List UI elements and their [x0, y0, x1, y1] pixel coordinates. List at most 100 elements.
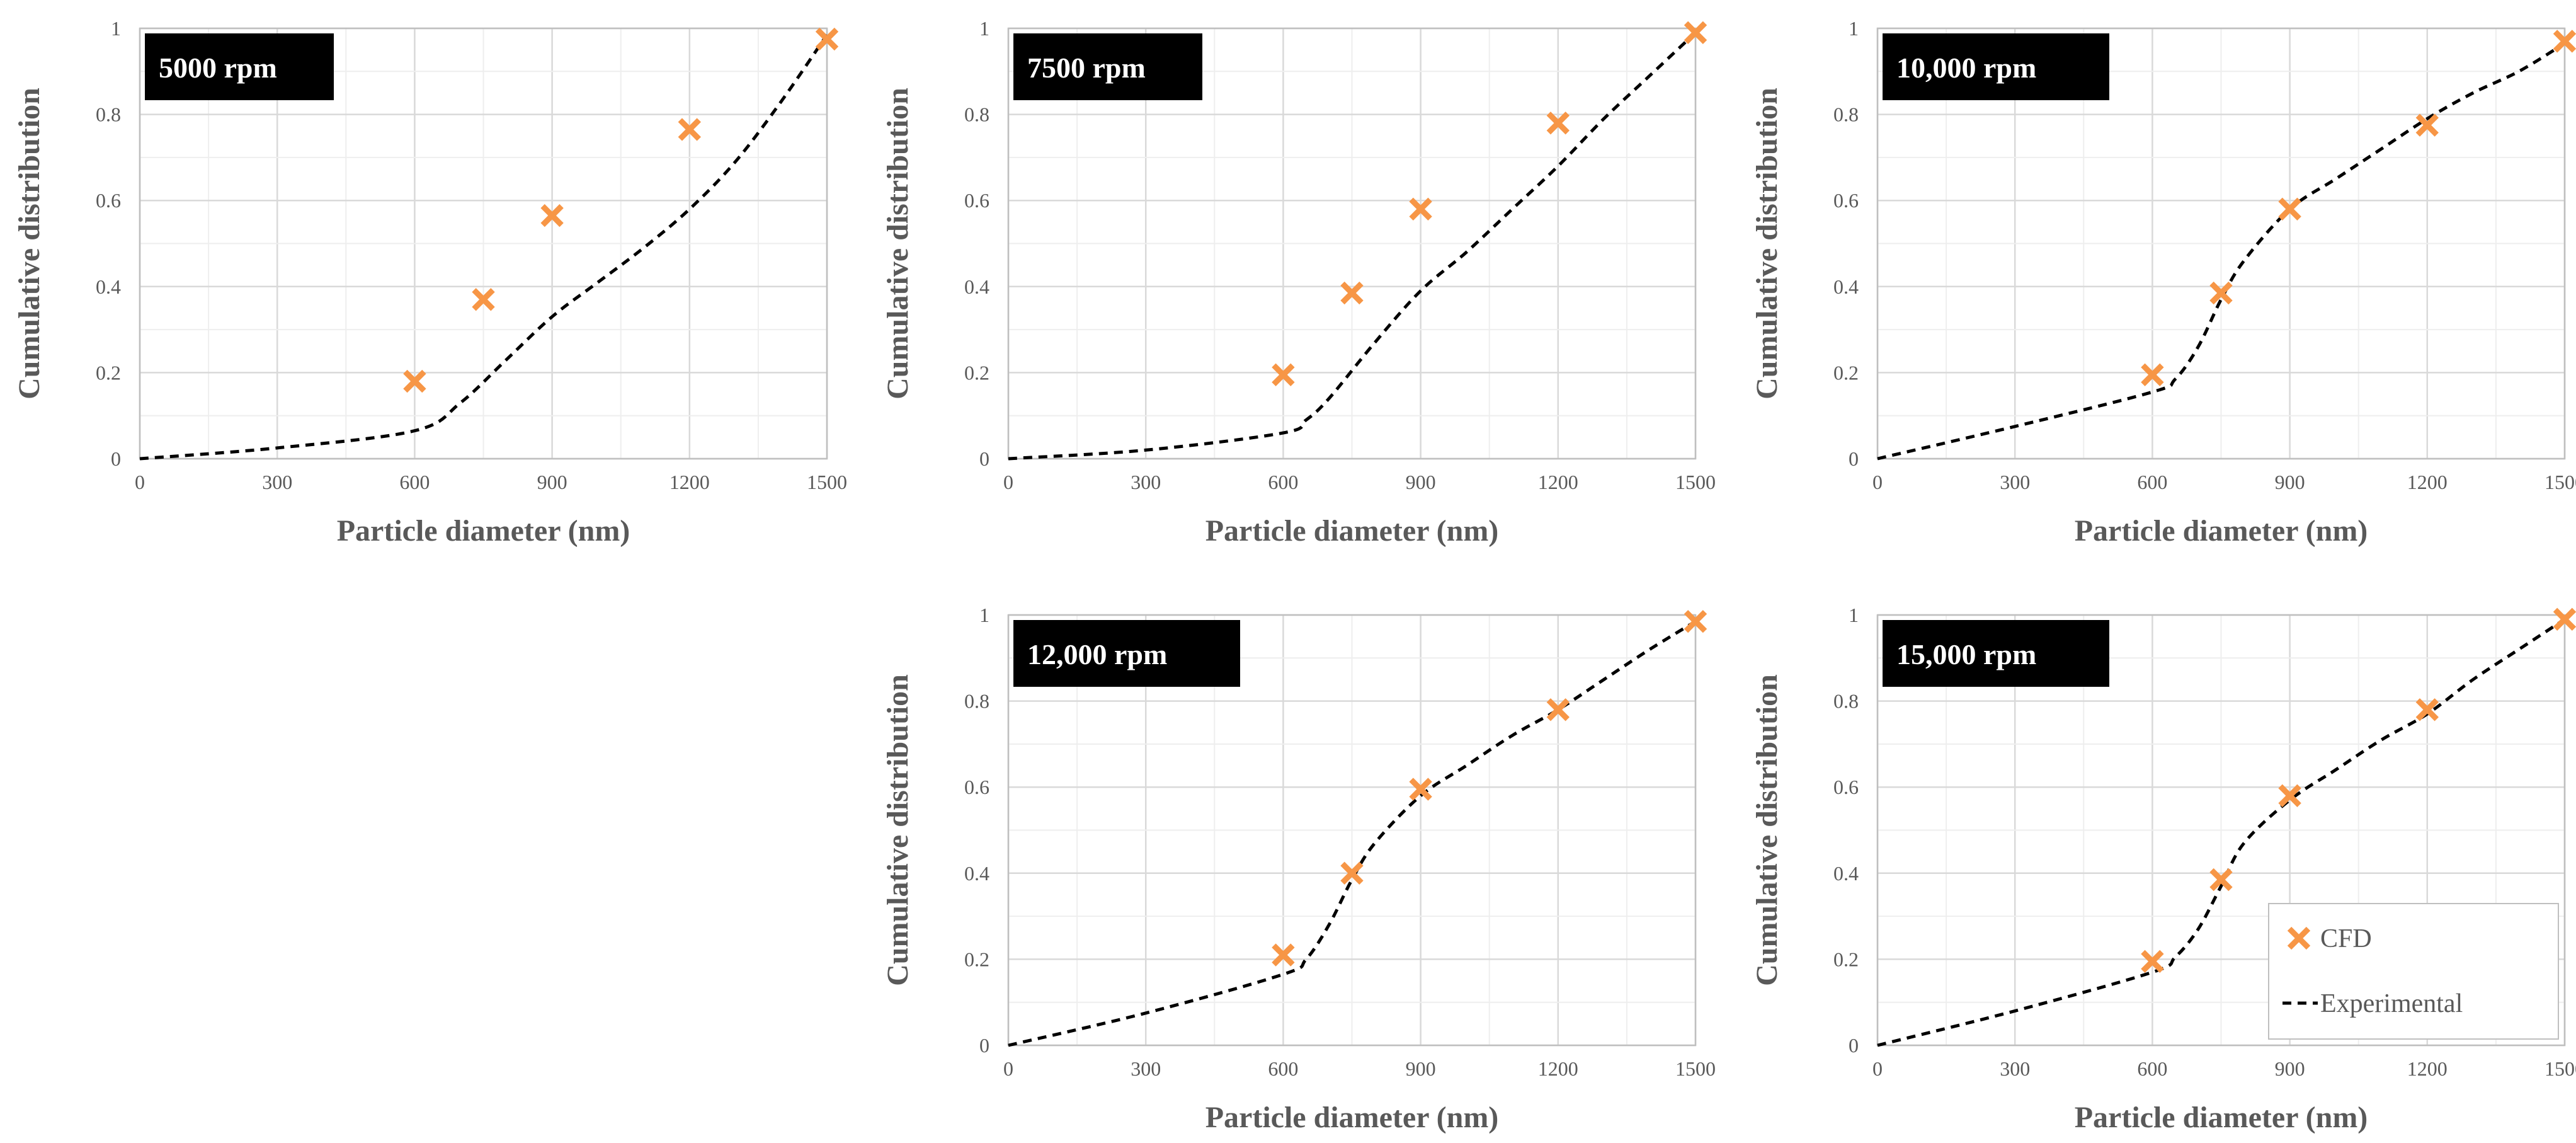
cfd-point — [2415, 113, 2439, 137]
x-tick-label: 1200 — [2407, 471, 2448, 493]
plot-border — [1876, 614, 2566, 1047]
x-tick-label: 1200 — [2407, 1057, 2448, 1080]
cfd-point — [1546, 698, 1570, 721]
x-tick-label: 1200 — [1538, 1057, 1578, 1080]
plot-area: 0 300 600 900 1200 1500 0 0.2 0.4 0.6 0.8 1 — [964, 604, 1716, 1080]
x-tick-label: 900 — [2275, 1057, 2305, 1080]
experimental-series-line — [139, 33, 829, 461]
experimental-series-line — [1008, 620, 1697, 1047]
x-tick-label: 1200 — [1538, 471, 1578, 493]
y-tick-label: 0.4 — [964, 862, 989, 885]
cfd-point — [1340, 281, 1364, 305]
y-tick-label: 0.8 — [96, 103, 121, 126]
y-tick-label: 0 — [1849, 1034, 1859, 1057]
x-axis-title: Particle diameter (nm) — [1205, 514, 1499, 548]
cfd-point — [1272, 943, 1295, 967]
cfd-point — [2141, 950, 2164, 973]
y-tick-label: 0.6 — [96, 189, 121, 212]
chart-panel-12000-rpm: 0 300 600 900 1200 1500 0 0.2 0.4 0.6 0.8 1 Cumulat… — [881, 604, 1716, 1134]
plot-area: 0 300 600 900 1200 1500 0 0.2 0.4 0.6 0.8 1 — [96, 17, 847, 493]
x-tick-label: 1500 — [1675, 471, 1716, 493]
y-tick-label: 0.8 — [1833, 690, 1859, 713]
y-axis-title: Cumulative distribution — [881, 674, 915, 986]
x-tick-label: 1500 — [2545, 1057, 2576, 1080]
speed-badge-label: 7500 rpm — [1027, 52, 1146, 84]
x-tick-label: 600 — [2137, 1057, 2167, 1080]
y-tick-label: 0 — [111, 447, 121, 470]
plot-border — [139, 27, 828, 460]
x-tick-label: 1500 — [2545, 471, 2576, 493]
x-axis-title: Particle diameter (nm) — [2075, 1101, 2368, 1134]
cfd-point — [1340, 861, 1364, 885]
plot-border — [1007, 27, 1697, 460]
y-tick-label: 1 — [979, 17, 989, 40]
cfd-point — [2415, 698, 2439, 721]
y-axis-title: Cumulative distribution — [1750, 674, 1784, 986]
cfd-point — [815, 27, 839, 51]
y-tick-label: 0.2 — [1833, 948, 1859, 970]
cfd-point — [1272, 363, 1295, 386]
y-tick-label: 0.2 — [96, 361, 121, 384]
cfd-point — [678, 118, 701, 141]
y-tick-label: 0.8 — [964, 103, 989, 126]
y-tick-label: 0.4 — [964, 275, 989, 298]
y-tick-label: 0.8 — [1833, 103, 1859, 126]
y-tick-label: 0.4 — [1833, 862, 1859, 885]
cfd-point — [2209, 281, 2233, 305]
y-tick-label: 1 — [111, 17, 121, 40]
cfd-point — [2278, 197, 2301, 221]
plot-border — [1007, 614, 1697, 1047]
speed-badge — [1883, 33, 2109, 100]
cfd-point — [2553, 607, 2576, 631]
y-tick-label: 1 — [1849, 17, 1859, 40]
x-tick-label: 600 — [1268, 471, 1298, 493]
legend-cfd-label: CFD — [2320, 924, 2372, 953]
x-tick-label: 900 — [1406, 471, 1436, 493]
cfd-point — [1409, 197, 1432, 221]
chart-panel-10000-rpm: 0 300 600 900 1200 1500 0 0.2 0.4 0.6 0.8 1 Cumulat… — [1750, 17, 2576, 548]
chart-panel-7500-rpm: 0 300 600 900 1200 1500 0 0.2 0.4 0.6 0.8 1 Cumulat… — [881, 17, 1716, 548]
plot-border — [1876, 27, 2566, 460]
cfd-point — [1684, 610, 1707, 633]
x-tick-label: 300 — [262, 471, 292, 493]
y-tick-label: 0.6 — [964, 189, 989, 212]
y-tick-label: 0.6 — [964, 776, 989, 798]
cfd-point — [2278, 784, 2301, 808]
x-tick-label: 300 — [2000, 1057, 2030, 1080]
speed-badge — [1883, 620, 2109, 687]
chart-panel-5000-rpm: 0 300 600 900 1200 1500 0 0.2 0.4 0.6 0.8 1 Cumulat… — [13, 17, 847, 548]
x-tick-label: 1500 — [807, 471, 847, 493]
y-tick-label: 0.8 — [964, 690, 989, 713]
x-axis-title: Particle diameter (nm) — [2075, 514, 2368, 548]
x-axis-title: Particle diameter (nm) — [1205, 1101, 1499, 1134]
cfd-point — [540, 204, 564, 227]
y-tick-label: 0 — [979, 447, 989, 470]
cfd-point — [2141, 363, 2164, 386]
y-tick-label: 0.4 — [1833, 275, 1859, 298]
legend-cfd-marker-icon — [2287, 926, 2311, 950]
x-tick-label: 0 — [1872, 471, 1883, 493]
x-tick-label: 0 — [1003, 471, 1013, 493]
x-tick-label: 900 — [2275, 471, 2305, 493]
cfd-point — [1684, 21, 1707, 45]
cfd-point — [403, 369, 426, 393]
speed-badge — [1013, 620, 1240, 687]
y-tick-label: 1 — [979, 604, 989, 626]
chart-panel-15000-rpm: 0 300 600 900 1200 1500 0 0.2 0.4 0.6 0.8 1 Cumulat… — [1750, 604, 2576, 1134]
y-tick-label: 0.2 — [964, 948, 989, 970]
speed-badge — [145, 33, 334, 100]
experimental-series-line — [1877, 617, 2566, 1047]
cfd-point — [1409, 778, 1432, 801]
y-tick-label: 0.6 — [1833, 776, 1859, 798]
cfd-point — [1546, 112, 1570, 135]
speed-badge-label: 12,000 rpm — [1027, 638, 1167, 670]
x-tick-label: 300 — [1131, 471, 1161, 493]
x-tick-label: 1200 — [670, 471, 710, 493]
x-axis-title: Particle diameter (nm) — [337, 514, 630, 548]
legend-experimental-label: Experimental — [2320, 989, 2463, 1018]
plot-area: 0 300 600 900 1200 1500 0 0.2 0.4 0.6 0.8 1 — [964, 17, 1716, 493]
y-tick-label: 0 — [1849, 447, 1859, 470]
x-tick-label: 900 — [537, 471, 567, 493]
x-tick-label: 600 — [2137, 471, 2167, 493]
